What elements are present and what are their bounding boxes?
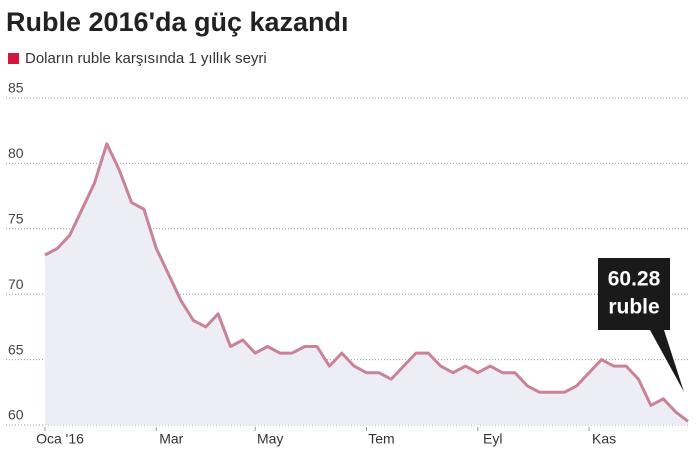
x-tick-label: Tem — [368, 431, 394, 447]
y-tick-label: 85 — [8, 80, 24, 96]
x-tick-label: Mar — [159, 431, 183, 447]
y-tick-label: 60 — [8, 407, 24, 423]
x-tick-label: Kas — [592, 431, 616, 447]
annotation-text: 60.28 — [608, 268, 661, 291]
legend-label: Doların ruble karşısında 1 yıllık seyri — [25, 50, 267, 67]
y-tick-label: 70 — [8, 276, 24, 292]
line — [44, 142, 689, 423]
y-tick-label: 65 — [8, 341, 24, 357]
x-tick-label: Oca '16 — [36, 431, 84, 447]
y-tick-label: 80 — [8, 145, 24, 161]
annotation-box — [598, 258, 670, 330]
chart-title: Ruble 2016'da güç kazandı — [6, 7, 349, 37]
y-tick-label: 75 — [8, 211, 24, 227]
annotation-pointer — [650, 330, 684, 392]
x-tick-label: May — [257, 431, 283, 447]
legend: Doların ruble karşısında 1 yıllık seyri — [8, 50, 267, 67]
x-tick-label: Eyl — [483, 431, 502, 447]
legend-swatch — [8, 53, 19, 64]
area — [45, 143, 688, 426]
annotation-text: ruble — [608, 296, 659, 319]
annotation: 60.28 ruble — [598, 258, 684, 392]
